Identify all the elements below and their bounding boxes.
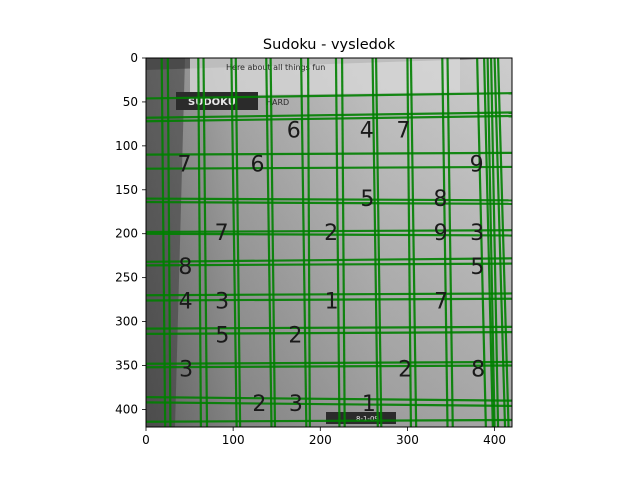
- y-tick-label: 350: [115, 359, 138, 373]
- grid-line-horizontal: [146, 297, 512, 302]
- sudoku-digit: 3: [289, 392, 303, 417]
- x-tick-label: 0: [142, 433, 150, 447]
- y-tick-label: 0: [130, 51, 138, 65]
- grid-line-vertical: [160, 58, 167, 427]
- sudoku-digit: 9: [434, 221, 448, 246]
- sudoku-digit: 3: [179, 358, 193, 383]
- y-tick-label: 200: [115, 227, 138, 241]
- grid-line-horizontal: [146, 92, 512, 100]
- sudoku-digit: 3: [470, 221, 484, 246]
- grid-line-vertical: [166, 58, 172, 427]
- sudoku-digit: 2: [288, 324, 302, 349]
- sudoku-digit: 8: [178, 255, 192, 280]
- y-tick-label: 100: [115, 139, 138, 153]
- sudoku-digit: 6: [287, 119, 301, 144]
- sudoku-digit: 7: [178, 153, 192, 178]
- grid-line-horizontal: [146, 331, 512, 335]
- sudoku-digit: 4: [360, 119, 374, 144]
- sudoku-digit: 5: [215, 324, 229, 349]
- grid-line-horizontal: [146, 364, 512, 369]
- newspaper-top-strip: [190, 58, 460, 96]
- x-tick-label: 300: [396, 433, 419, 447]
- hard-label: HARD: [266, 98, 289, 107]
- axes-frame: [145, 57, 513, 428]
- sudoku-digit: 4: [179, 289, 193, 314]
- grid-line-horizontal: [146, 151, 512, 156]
- sudoku-digit: 2: [324, 221, 338, 246]
- sudoku-label: SUDOKU: [188, 97, 236, 108]
- sudoku-digit: 2: [252, 392, 266, 417]
- sudoku-digit: 8: [433, 187, 447, 212]
- sudoku-digit: 8: [471, 358, 485, 383]
- sudoku-digit: 7: [396, 119, 410, 144]
- y-tick-label: 400: [115, 402, 138, 416]
- grid-line-horizontal: [146, 262, 512, 267]
- image-area: SUDOKU HARD Here about all things fun 8-…: [146, 58, 512, 427]
- grid-line-horizontal: [146, 114, 512, 123]
- sudoku-digit: 6: [251, 153, 265, 178]
- date-label: 8-1-09: [356, 415, 379, 423]
- sudoku-digit: 7: [215, 221, 229, 246]
- sudoku-digit: 3: [215, 289, 229, 314]
- grid-line-horizontal: [146, 197, 512, 202]
- grid-line-horizontal: [146, 401, 512, 408]
- grid-line-horizontal: [146, 165, 512, 170]
- y-axis: 0 50 100 150 200 250 300 350 400: [115, 51, 146, 416]
- green-grid-lines: [146, 58, 512, 427]
- y-tick-label: 50: [123, 95, 138, 109]
- sudoku-digit: 2: [398, 358, 412, 383]
- grid-line-horizontal: [146, 418, 512, 423]
- sudoku-digit: 1: [325, 289, 339, 314]
- grid-line-horizontal: [146, 229, 512, 234]
- y-tick-label: 150: [115, 183, 138, 197]
- grid-line-horizontal: [146, 111, 512, 119]
- sudoku-digits: 6 4 77 6 95 87 2 9 38 54 3 1 75 23 2 82 3 1: [178, 119, 486, 417]
- sudoku-digit: 5: [360, 187, 374, 212]
- x-tick-label: 100: [222, 433, 245, 447]
- grid-line-horizontal: [146, 396, 512, 402]
- x-axis: 0 100 200 300 400: [142, 427, 506, 447]
- grid-line-horizontal: [146, 360, 512, 365]
- y-tick-label: 300: [115, 315, 138, 329]
- grid-line-horizontal: [146, 200, 512, 205]
- y-tick-label: 250: [115, 271, 138, 285]
- grid-line-horizontal: [146, 257, 512, 263]
- sudoku-digit: 5: [470, 255, 484, 280]
- grid-line-horizontal: [146, 325, 512, 330]
- grid-line-horizontal: [146, 232, 512, 237]
- x-tick-label: 200: [309, 433, 332, 447]
- chart-title: Sudoku - vysledok: [263, 37, 396, 53]
- x-tick-label: 400: [483, 433, 506, 447]
- sudoku-digit: 7: [434, 289, 448, 314]
- sudoku-digit: 1: [362, 392, 376, 417]
- sudoku-digit: 9: [470, 153, 484, 178]
- header-snippet: Here about all things fun: [226, 63, 325, 72]
- grid-line-horizontal: [146, 292, 512, 297]
